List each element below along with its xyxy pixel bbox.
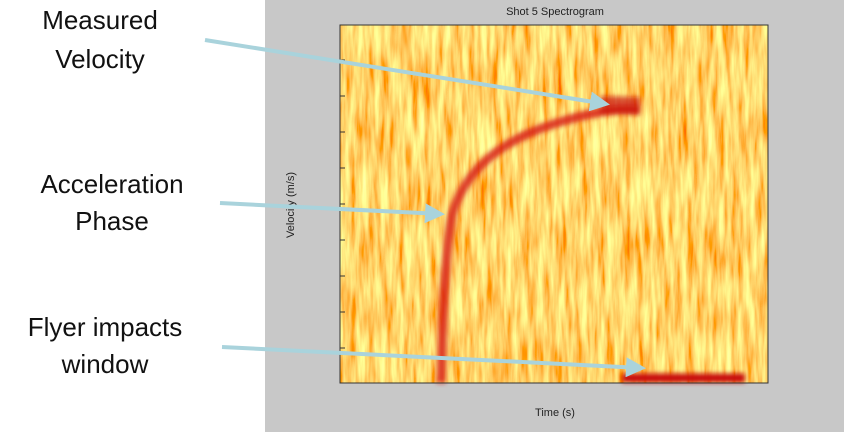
spectrogram — [340, 25, 768, 383]
annotation-line: Flyer impacts — [28, 312, 183, 342]
annotation-line: Velocity — [55, 44, 145, 74]
plot-title: Shot 5 Spectrogram — [506, 6, 604, 18]
page: Shot 5 Spectrogram Time (s) Velocity (m/… — [0, 0, 844, 432]
x-axis-label: Time (s) — [535, 407, 575, 419]
annotation-line: window — [61, 349, 149, 379]
annotation-line: Measured — [42, 5, 158, 35]
figure: Shot 5 Spectrogram Time (s) Velocity (m/… — [0, 0, 844, 432]
annotation-line: Phase — [75, 206, 149, 236]
annotation-line: Acceleration — [40, 169, 183, 199]
